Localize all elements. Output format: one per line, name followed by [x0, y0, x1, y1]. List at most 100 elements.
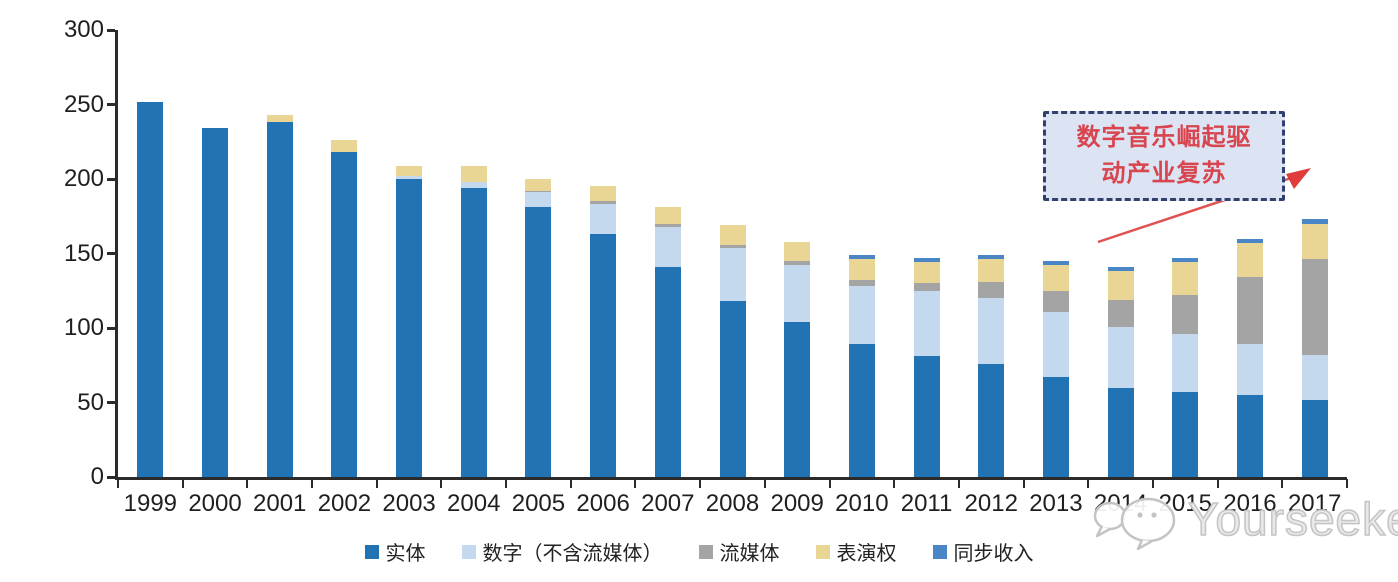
x-axis-label: 2007 — [641, 490, 695, 517]
legend-label: 表演权 — [836, 543, 897, 565]
legend-swatch — [932, 544, 947, 559]
bar-segment — [1107, 387, 1134, 477]
x-axis-tick — [1281, 479, 1284, 488]
x-axis-label: 2000 — [188, 490, 242, 517]
bar-segment — [913, 257, 940, 263]
bar-segment — [913, 262, 940, 284]
y-axis-tick — [107, 401, 115, 404]
legend-item: 实体 — [364, 537, 426, 566]
legend-item: 表演权 — [815, 537, 897, 566]
legend-swatch — [364, 544, 379, 559]
bar-segment — [1172, 392, 1199, 477]
bar-segment — [590, 204, 617, 235]
legend-item: 数字（不含流媒体） — [461, 537, 663, 566]
x-axis-tick — [699, 479, 702, 488]
bar-segment — [1107, 266, 1134, 272]
bar-segment — [525, 179, 552, 191]
legend-label: 流媒体 — [719, 543, 780, 565]
bar-segment — [590, 201, 617, 205]
legend-label: 同步收入 — [953, 543, 1034, 565]
bar-segment — [1042, 311, 1069, 378]
bar-segment — [1236, 344, 1263, 396]
bar-segment — [848, 255, 875, 260]
x-axis-label: 2001 — [253, 490, 307, 517]
bar-segment — [654, 223, 681, 227]
x-axis-label: 1999 — [123, 490, 178, 517]
y-axis-label: 50 — [77, 388, 104, 416]
x-axis-tick — [1346, 479, 1348, 488]
x-axis-tick — [1087, 479, 1090, 488]
bar-segment — [848, 259, 875, 281]
bar-segment — [1236, 243, 1263, 278]
x-axis-tick — [375, 479, 378, 488]
legend-item: 同步收入 — [932, 537, 1034, 566]
x-axis-label: 2012 — [964, 490, 1018, 517]
bar-segment — [719, 301, 746, 477]
x-axis-tick — [763, 479, 766, 488]
bar-segment — [460, 182, 487, 188]
bar-segment — [784, 260, 811, 266]
bar-segment — [848, 344, 875, 477]
bar-segment — [266, 114, 293, 123]
bar-segment — [978, 363, 1005, 477]
bar-segment — [1107, 271, 1134, 300]
y-axis-label: 150 — [63, 239, 104, 267]
bar-segment — [978, 298, 1005, 364]
watermark: Yourseeker — [1090, 494, 1398, 550]
legend-swatch — [815, 544, 830, 559]
bar-segment — [654, 207, 681, 224]
y-axis-tick — [107, 28, 115, 32]
bar-segment — [396, 165, 423, 177]
bar-segment — [1042, 377, 1069, 477]
bar-segment — [1172, 333, 1199, 393]
bar-segment — [266, 122, 293, 477]
bar-segment — [590, 234, 617, 477]
legend-item: 流媒体 — [698, 537, 780, 566]
bar-segment — [525, 207, 552, 477]
x-axis-label: 2009 — [770, 490, 824, 517]
x-axis-tick — [246, 479, 249, 488]
y-axis-label: 250 — [63, 90, 104, 118]
bar-segment — [525, 192, 552, 208]
x-axis-tick — [440, 479, 443, 488]
bar-segment — [1301, 399, 1328, 477]
x-axis-tick — [1151, 479, 1154, 488]
bar-segment — [525, 190, 552, 193]
bar-segment — [1042, 290, 1069, 312]
bar-segment — [396, 176, 423, 179]
bar-segment — [1301, 219, 1328, 224]
legend-label: 数字（不含流媒体） — [482, 543, 663, 565]
bar-segment — [784, 265, 811, 323]
x-axis-tick — [1022, 479, 1025, 488]
x-axis-tick — [893, 479, 896, 488]
y-axis-label: 200 — [63, 165, 104, 192]
bar-segment — [331, 140, 358, 153]
bar-segment — [848, 286, 875, 345]
x-axis-tick — [828, 479, 831, 488]
bar-segment — [1301, 223, 1328, 260]
bar-segment — [719, 247, 746, 302]
x-axis-label: 2002 — [317, 490, 372, 517]
x-axis-label: 2003 — [382, 490, 436, 517]
x-axis-label: 2017 — [1287, 490, 1342, 517]
x-axis-tick — [181, 479, 184, 488]
bar-segment — [978, 281, 1005, 299]
y-axis-tick — [107, 177, 115, 181]
x-axis-label: 2011 — [900, 490, 953, 517]
watermark-text: Yourseeker — [1187, 493, 1398, 545]
y-axis-tick — [107, 103, 115, 106]
x-axis-label: 2016 — [1223, 490, 1277, 517]
bar-segment — [1236, 238, 1263, 244]
bar-segment — [202, 128, 229, 477]
legend: 实体 数字（不含流媒体） 流媒体 表演权 同步收入 — [0, 537, 1398, 566]
bar-segment — [654, 226, 681, 267]
x-axis-label: 2008 — [705, 490, 760, 517]
bar-segment — [590, 186, 617, 202]
bar-segment — [137, 101, 164, 477]
bar-segment — [460, 187, 487, 477]
y-axis-label: 100 — [63, 314, 104, 341]
bar-segment — [1107, 326, 1134, 388]
bar-segment — [978, 255, 1005, 260]
bar-segment — [784, 241, 811, 261]
x-axis-tick — [117, 479, 119, 488]
